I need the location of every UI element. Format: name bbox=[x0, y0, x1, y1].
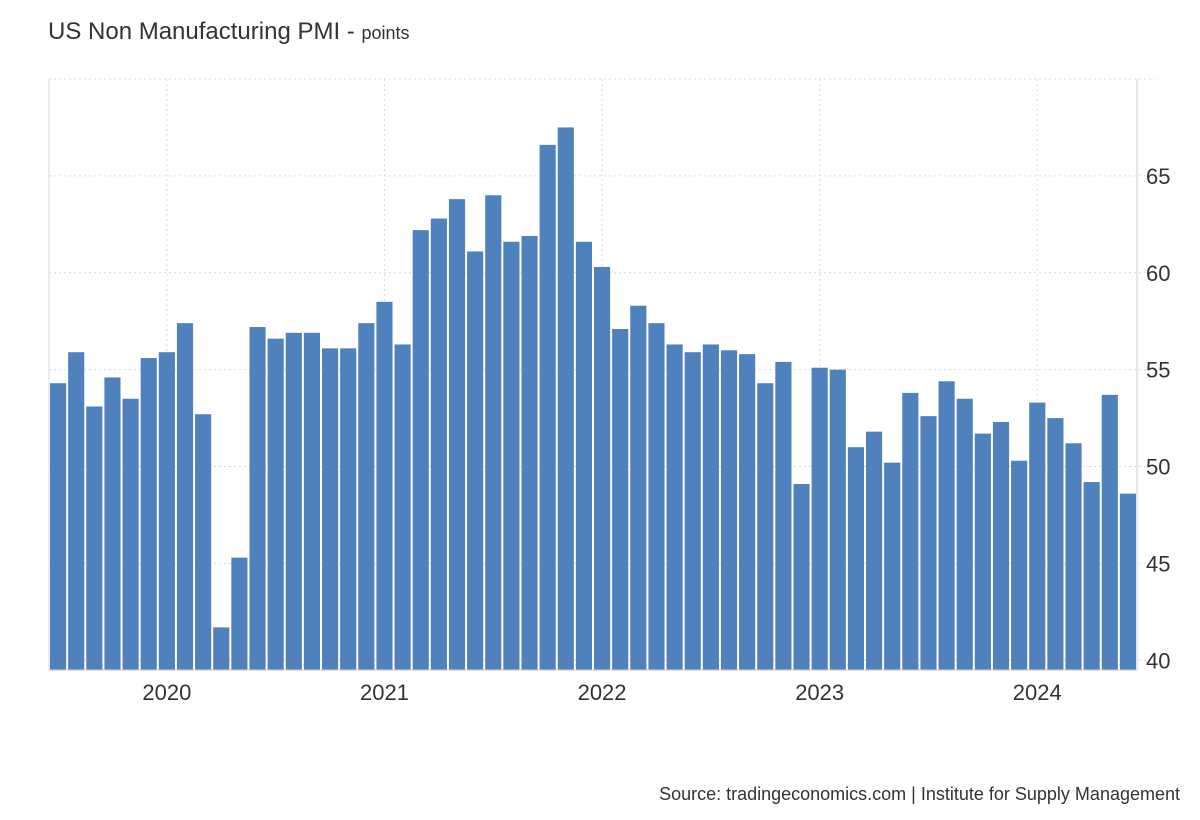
bar bbox=[231, 557, 248, 670]
bar bbox=[1101, 394, 1118, 670]
bar bbox=[992, 421, 1010, 670]
bar bbox=[594, 266, 611, 670]
bar bbox=[267, 338, 284, 670]
x-tick-label: 2022 bbox=[578, 680, 627, 705]
axes: 40 45 50 55 60 65 2020 2021 2022 2023 2024 bbox=[48, 79, 1170, 705]
x-tick-label: 2023 bbox=[795, 680, 844, 705]
bar bbox=[666, 344, 683, 670]
bar bbox=[485, 195, 502, 670]
bar bbox=[648, 323, 665, 670]
source-note: Source: tradingeconomics.com | Institute… bbox=[659, 784, 1180, 804]
bar bbox=[1083, 482, 1100, 670]
bar bbox=[285, 332, 302, 670]
chart-title: US Non Manufacturing PMI - points bbox=[48, 18, 410, 45]
y-tick-label: 55 bbox=[1146, 358, 1170, 383]
bar bbox=[503, 241, 520, 670]
bar bbox=[50, 383, 67, 670]
bar bbox=[412, 230, 429, 670]
y-tick-label: 60 bbox=[1146, 261, 1170, 286]
bar bbox=[630, 305, 647, 670]
bar bbox=[376, 301, 393, 670]
x-tick-label: 2021 bbox=[360, 680, 409, 705]
x-tick-label: 2024 bbox=[1013, 680, 1062, 705]
y-tick-label: 40 bbox=[1146, 648, 1170, 673]
bar bbox=[68, 352, 85, 670]
bar bbox=[1029, 402, 1046, 670]
bar bbox=[1119, 493, 1136, 670]
bar bbox=[793, 483, 810, 670]
bar bbox=[176, 323, 194, 670]
bar bbox=[847, 447, 864, 670]
bar bbox=[340, 348, 357, 670]
bar bbox=[720, 350, 738, 670]
bar-series bbox=[50, 127, 1136, 671]
bar bbox=[467, 251, 484, 670]
bar bbox=[1065, 443, 1082, 670]
bar bbox=[974, 433, 991, 670]
y-tick-label: 65 bbox=[1146, 164, 1170, 189]
bar bbox=[739, 354, 756, 670]
bar bbox=[140, 358, 157, 670]
bar bbox=[920, 416, 937, 670]
chart-unit: points bbox=[361, 23, 410, 43]
bar bbox=[757, 383, 774, 670]
bar bbox=[1047, 418, 1064, 670]
y-tick-label: 45 bbox=[1146, 551, 1170, 576]
x-tick-label: 2020 bbox=[142, 680, 191, 705]
bar bbox=[303, 332, 320, 670]
chart-title-text: US Non Manufacturing PMI bbox=[48, 18, 341, 45]
bar bbox=[539, 144, 556, 671]
bar-chart: 40 45 50 55 60 65 2020 2021 2022 2023 2024 bbox=[48, 78, 1170, 705]
bar bbox=[358, 323, 375, 670]
bar bbox=[430, 218, 447, 670]
bar bbox=[448, 199, 466, 671]
bar bbox=[612, 328, 629, 670]
bar bbox=[684, 352, 701, 670]
bar bbox=[249, 327, 266, 670]
bar bbox=[521, 235, 538, 670]
bar bbox=[775, 361, 792, 670]
bar bbox=[811, 367, 828, 670]
bar bbox=[122, 398, 139, 670]
bar bbox=[104, 377, 121, 670]
bar bbox=[213, 627, 230, 670]
bar bbox=[394, 344, 411, 670]
bar bbox=[956, 398, 973, 670]
bar bbox=[195, 414, 212, 670]
bar bbox=[884, 462, 901, 670]
bar bbox=[322, 348, 339, 670]
bar bbox=[702, 344, 719, 670]
bar bbox=[902, 392, 919, 670]
bar bbox=[557, 127, 574, 670]
bar bbox=[158, 352, 175, 670]
bar bbox=[938, 381, 955, 670]
bar bbox=[1011, 460, 1028, 670]
bar bbox=[866, 431, 883, 670]
bar bbox=[829, 369, 846, 670]
bar bbox=[575, 241, 592, 670]
bar bbox=[86, 406, 103, 670]
y-tick-label: 50 bbox=[1146, 455, 1170, 480]
